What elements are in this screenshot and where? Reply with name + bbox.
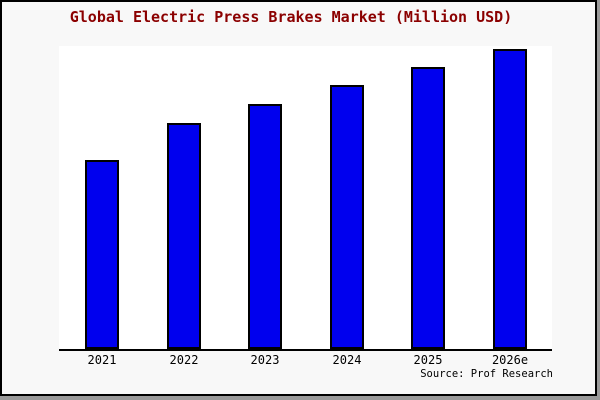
bar-2021: [85, 160, 119, 349]
bar-2023: [248, 104, 282, 349]
x-tick-label-2023: 2023: [250, 353, 280, 367]
source-credit: Source: Prof Research: [420, 368, 553, 380]
x-tick-label-2024: 2024: [332, 353, 362, 367]
x-tick-label-2022: 2022: [169, 353, 199, 367]
plot-area: [59, 46, 552, 351]
x-tick-label-2021: 2021: [87, 353, 117, 367]
x-tick-label-2025: 2025: [413, 353, 443, 367]
bar-2026e: [493, 49, 527, 349]
bar-2024: [330, 85, 364, 349]
bar-2025: [411, 67, 445, 349]
x-axis-labels: 2021 2022 2023 2024 2025 2026e: [59, 353, 552, 369]
x-tick-label-2026e: 2026e: [491, 353, 529, 367]
bar-2022: [167, 123, 201, 349]
chart-title: Global Electric Press Brakes Market (Mil…: [69, 8, 513, 26]
